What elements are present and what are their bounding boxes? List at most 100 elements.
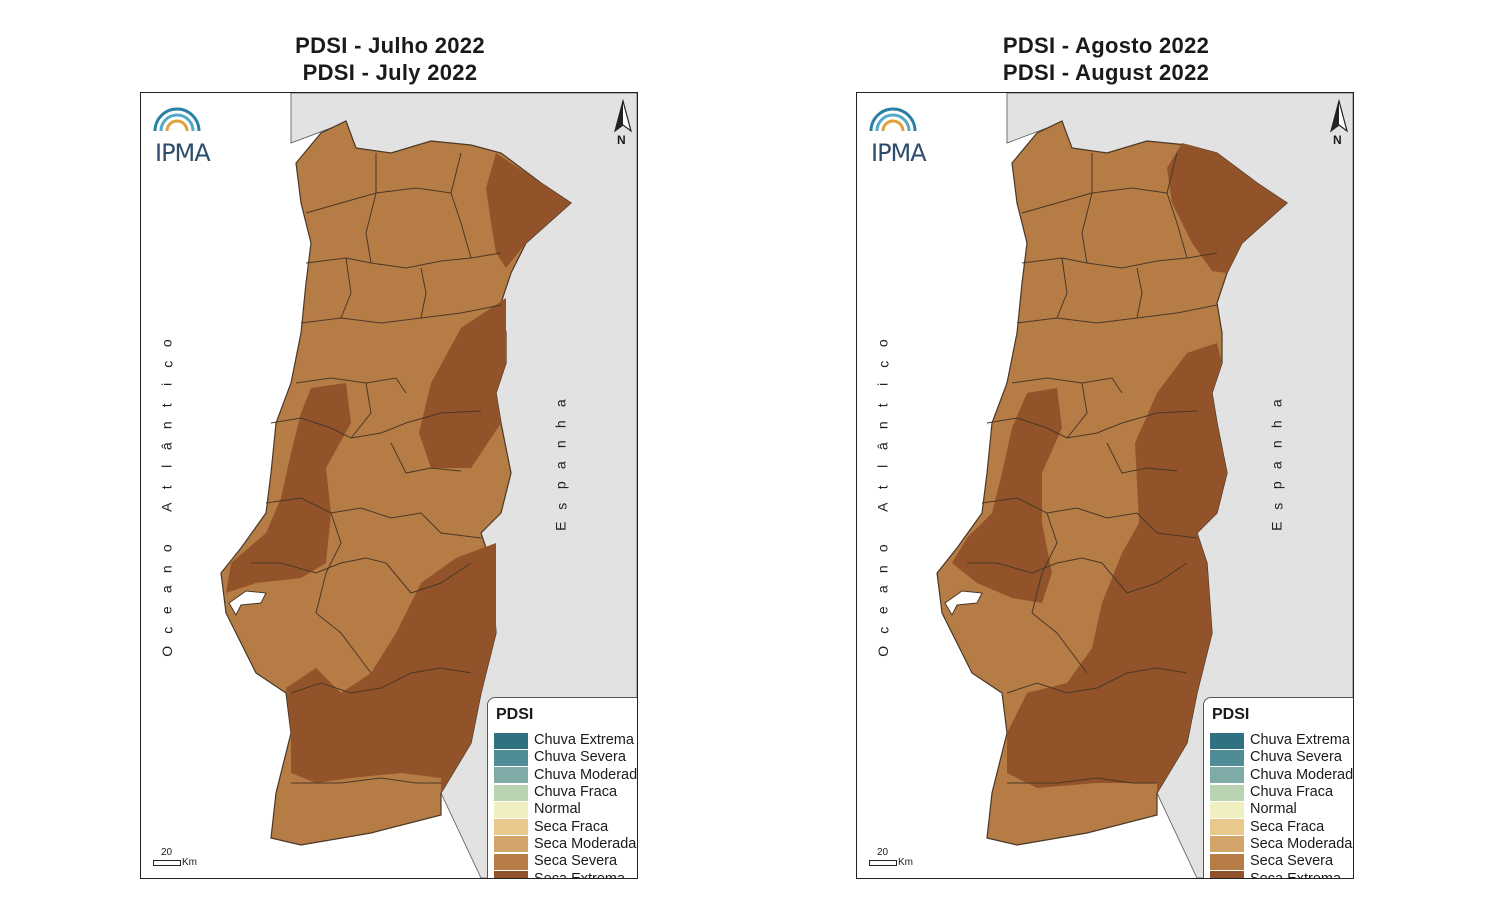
north-label: N	[617, 133, 626, 147]
label-char: n	[874, 564, 891, 573]
label-char: t	[874, 484, 891, 489]
label-char: p	[552, 481, 569, 490]
scale-unit: Km	[898, 857, 913, 868]
legend: PDSI Chuva Extrema Chuva Severa Chuva Mode…	[487, 697, 638, 879]
pdsi-map	[220, 93, 637, 878]
legend-item: Seca Fraca	[494, 818, 637, 836]
legend: PDSI Chuva Extrema Chuva Severa Chuva Mode…	[1203, 697, 1353, 878]
label-char: t	[158, 484, 175, 489]
label-char: s	[1268, 502, 1285, 510]
seca-extrema-zones	[952, 143, 1287, 793]
zone-south	[286, 543, 496, 793]
label-char: c	[874, 626, 891, 634]
label-char: a	[158, 585, 175, 594]
spain-label: a h n a p s E	[1265, 393, 1289, 553]
label-char: o	[158, 339, 175, 348]
legend-swatch	[494, 819, 528, 836]
label-char: h	[552, 419, 569, 428]
label-char: A	[158, 502, 175, 512]
legend-item: Chuva Fraca	[494, 784, 637, 801]
label-char: e	[158, 605, 175, 614]
legend-label: Seca Severa	[534, 853, 618, 870]
legend-label: Seca Fraca	[1250, 818, 1325, 835]
label-char: n	[158, 421, 175, 430]
legend-swatch	[494, 801, 528, 818]
label-char: n	[874, 421, 891, 430]
legend-item: Chuva Fraca	[1210, 784, 1353, 801]
label-char	[157, 526, 178, 530]
legend-item: Chuva Moderada	[494, 766, 638, 784]
label-char: t	[874, 402, 891, 407]
legend-swatch	[1210, 836, 1244, 853]
map-title: PDSI - Agosto 2022 PDSI - August 2022	[856, 32, 1356, 86]
legend-label: Normal	[1250, 801, 1297, 818]
legend-label: Seca Fraca	[534, 818, 609, 835]
legend-swatch	[1210, 732, 1244, 749]
legend-label: Chuva Fraca	[534, 784, 618, 801]
north-arrow-icon	[611, 99, 635, 149]
label-char: i	[158, 382, 175, 386]
legend-label: Seca Extrema	[534, 870, 626, 879]
pdsi-map	[936, 93, 1353, 878]
map-frame: IPMA N o c i t n â l t A o n a e c O a h n a p s E 20 Km PD…	[140, 92, 638, 879]
ipma-logo: IPMA	[147, 99, 211, 167]
map-title: PDSI - Julho 2022 PDSI - July 2022	[140, 32, 640, 86]
legend-title: PDSI	[496, 706, 534, 723]
scale-bar: 20 Km	[153, 847, 213, 871]
label-char: t	[158, 402, 175, 407]
scale-bar: 20 Km	[869, 847, 929, 871]
tejo-estuary	[228, 590, 267, 617]
map-title-pt: PDSI - Agosto 2022	[1002, 33, 1210, 58]
zone-ne	[486, 153, 571, 268]
scale-value: 20	[877, 847, 889, 858]
legend-item: Chuva Extrema	[494, 732, 637, 749]
label-char: i	[874, 382, 891, 386]
legend-swatch	[1210, 853, 1244, 870]
legend-item: Seca Extrema	[1210, 870, 1353, 878]
label-char: â	[158, 441, 175, 450]
label-char: o	[158, 544, 175, 553]
legend-swatch	[494, 836, 528, 853]
scale-value: 20	[161, 847, 173, 858]
label-char: E	[552, 521, 569, 531]
legend-swatch	[1210, 819, 1244, 836]
legend-label: Chuva Severa	[534, 749, 626, 766]
legend-item: Chuva Extrema	[1210, 732, 1353, 749]
label-char: s	[552, 502, 569, 510]
legend-swatch	[494, 871, 528, 878]
label-char: e	[874, 605, 891, 614]
label-char: n	[158, 564, 175, 573]
label-char: a	[552, 399, 569, 408]
label-char: o	[874, 339, 891, 348]
label-char: a	[552, 460, 569, 469]
legend-label: Chuva Moderada	[534, 766, 638, 783]
legend-swatch	[494, 767, 528, 784]
legend-swatch	[494, 749, 528, 766]
legend-label: Seca Severa	[1250, 853, 1334, 870]
legend-label: Chuva Fraca	[1250, 784, 1334, 801]
legend-item: Normal	[1210, 801, 1353, 818]
legend-items: Chuva Extrema Chuva Severa Chuva Moderada C…	[494, 732, 638, 879]
label-char: c	[874, 360, 891, 368]
label-char: â	[874, 441, 891, 450]
label-char: a	[1268, 399, 1285, 408]
legend-swatch	[494, 853, 528, 870]
legend-item: Seca Extrema	[494, 870, 637, 879]
tejo-estuary	[944, 590, 983, 617]
map-frame: IPMA N o c i t n â l t A o n a e c O a h n a p s E 20 Km PD…	[856, 92, 1354, 879]
map-title-en: PDSI - August 2022	[1002, 60, 1210, 85]
label-char	[873, 526, 894, 530]
legend-swatch	[1210, 871, 1244, 878]
legend-label: Chuva Extrema	[1250, 732, 1350, 749]
legend-label: Chuva Severa	[1250, 749, 1342, 766]
legend-item: Seca Severa	[1210, 853, 1353, 870]
map-panel-july: PDSI - Julho 2022 PDSI - July 2022	[140, 32, 640, 879]
map-title-pt: PDSI - Julho 2022	[295, 33, 485, 58]
legend-swatch	[1210, 767, 1244, 784]
logo-text: IPMA	[155, 139, 211, 167]
map-panel-august: PDSI - Agosto 2022 PDSI - August 2022	[716, 0, 1476, 918]
label-char: O	[158, 645, 175, 657]
label-char: n	[552, 440, 569, 449]
label-char: l	[874, 464, 891, 468]
label-char: l	[158, 464, 175, 468]
